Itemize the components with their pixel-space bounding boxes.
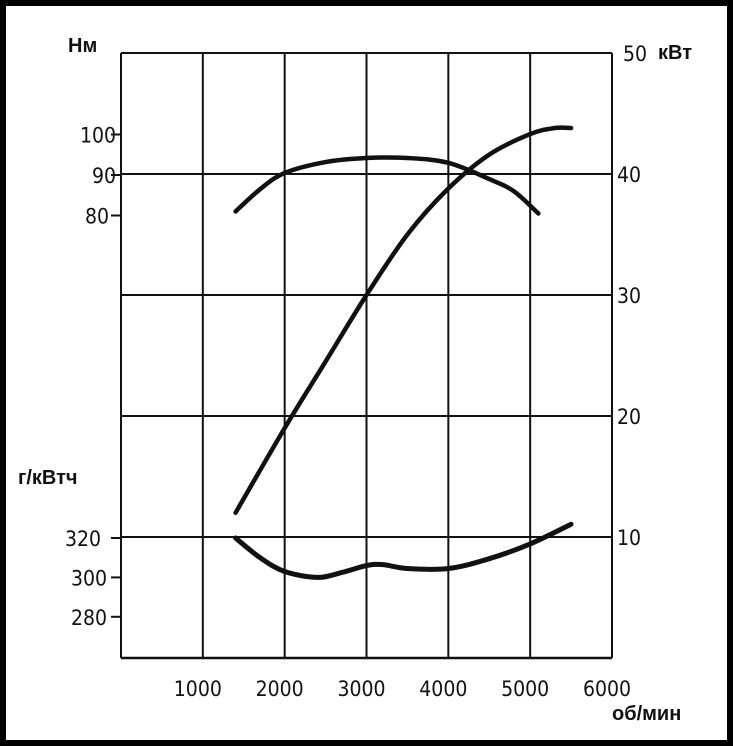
- power-axis-label: кВт: [658, 42, 692, 64]
- x-tick-label-2000: 2000: [256, 677, 304, 701]
- power-curve: [233, 125, 574, 516]
- torque-tick-label-100: 100: [80, 124, 116, 148]
- x-tick-label-4000: 4000: [419, 677, 467, 701]
- x-tick-label-6000: 6000: [583, 677, 631, 701]
- tick-labels: 1000 2000 3000 4000 5000 60001020304050809010…: [65, 42, 647, 701]
- bsfc-tick-label-280: 280: [71, 606, 107, 630]
- power-tick-label-40: 40: [617, 163, 641, 187]
- x-tick-label-5000: 5000: [501, 677, 549, 701]
- torque-axis-label: Нм: [68, 35, 97, 57]
- bsfc-curve: [233, 521, 574, 580]
- x-tick-label-3000: 3000: [337, 677, 385, 701]
- series-group: [233, 125, 574, 580]
- power-tick-label-10: 10: [617, 526, 641, 550]
- torque-curve: [233, 155, 541, 216]
- bsfc-axis-label: г/кВтч: [18, 467, 77, 489]
- torque-tick-label-80: 80: [85, 205, 109, 229]
- power-tick-label-30: 30: [617, 284, 641, 308]
- power-tick-label-50: 50: [623, 42, 647, 66]
- bsfc-tick-label-320: 320: [65, 527, 101, 551]
- x-axis-label: об/мин: [612, 703, 681, 725]
- bsfc-tick-label-300: 300: [71, 566, 107, 590]
- x-tick-label-1000: 1000: [174, 677, 222, 701]
- power-tick-label-20: 20: [617, 405, 641, 429]
